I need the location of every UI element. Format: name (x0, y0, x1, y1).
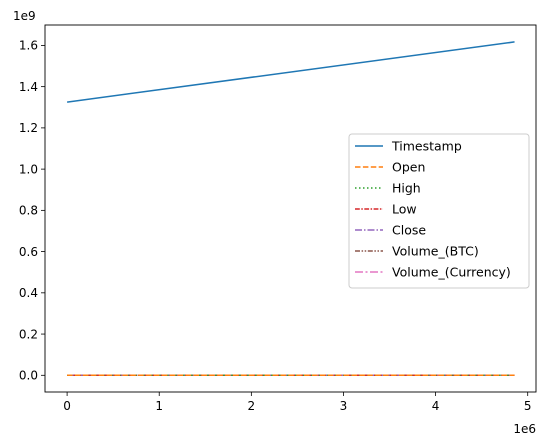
series-line-0 (67, 41, 515, 103)
series-layer (67, 41, 515, 377)
y-tick-label: 1.0 (19, 162, 38, 176)
x-axis: 0 1 2 3 4 5 (63, 392, 532, 413)
x-tick-label: 5 (524, 399, 532, 413)
legend-box (348, 133, 530, 289)
y-axis-offset-label: 1e9 (13, 9, 36, 23)
y-tick-label: 0.0 (19, 369, 38, 383)
y-tick-label: 1.6 (19, 39, 38, 53)
legend-label-0: Timestamp (391, 139, 462, 154)
y-tick-label: 1.2 (19, 121, 38, 135)
legend-label-3: Low (392, 202, 417, 217)
x-tick-label: 4 (432, 399, 440, 413)
x-axis-offset-label: 1e6 (513, 422, 536, 436)
plot-frame (44, 24, 537, 393)
x-tick-label: 1 (155, 399, 163, 413)
y-tick-label: 0.4 (19, 286, 38, 300)
legend-label-6: Volume_(Currency) (392, 265, 511, 280)
y-tick-label: 0.2 (19, 327, 38, 341)
x-tick-label: 2 (248, 399, 256, 413)
y-tick-label: 0.8 (19, 204, 38, 218)
legend-label-2: High (392, 181, 421, 196)
y-axis: 0.0 0.2 0.4 0.6 0.8 1.0 1.2 1.4 1.6 (19, 39, 45, 383)
legend-label-4: Close (392, 223, 426, 238)
y-tick-label: 1.4 (19, 80, 38, 94)
legend: Timestamp Open High Low Close Volume_(BTC) Vol… (348, 133, 530, 289)
legend-label-1: Open (392, 160, 425, 175)
x-tick-label: 3 (340, 399, 348, 413)
x-tick-label: 0 (63, 399, 71, 413)
y-tick-label: 0.6 (19, 245, 38, 259)
legend-label-5: Volume_(BTC) (392, 244, 479, 259)
